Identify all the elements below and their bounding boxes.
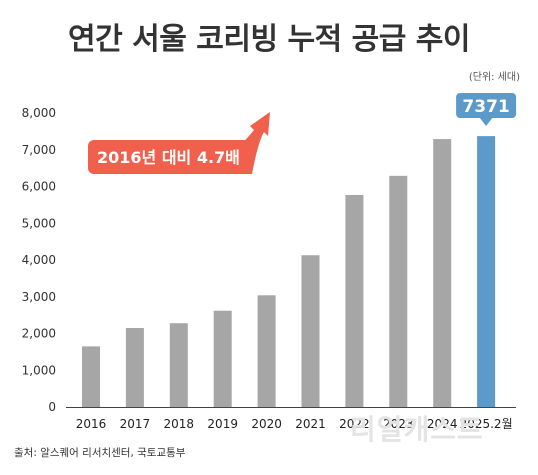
bar-2020: [257, 295, 276, 407]
x-tick-label: 2019: [207, 417, 238, 431]
x-tick-label: 2021: [295, 417, 326, 431]
callout-box: [88, 140, 252, 174]
bar-2021: [301, 255, 320, 407]
y-axis-ticks: 0 1,000 2,000 3,000 4,000 5,000 6,000 7,000 8,00…: [22, 106, 56, 414]
bar-2025.2월: [477, 136, 496, 407]
highlight-value-label: 7371: [456, 93, 517, 126]
y-tick-label: 6,000: [22, 180, 56, 194]
x-tick-label: 2017: [120, 417, 151, 431]
x-tick-label: 2023: [383, 417, 414, 431]
bar-2017: [125, 327, 144, 407]
bar-2024: [433, 139, 452, 407]
bar-2022: [345, 194, 364, 407]
y-tick-label: 0: [48, 400, 56, 414]
chart-title: 연간 서울 코리빙 누적 공급 추이: [67, 22, 471, 57]
x-tick-label: 2016: [76, 417, 107, 431]
y-tick-label: 7,000: [22, 143, 56, 157]
highlight-value: 7371: [462, 97, 509, 117]
source-note: 출처: 알스퀘어 리서치센터, 국토교통부: [14, 447, 186, 459]
x-tick-label: 2022: [339, 417, 370, 431]
x-tick-label: 2020: [251, 417, 282, 431]
bar-2019: [213, 310, 232, 407]
bar-2023: [389, 175, 408, 407]
y-tick-label: 3,000: [22, 290, 56, 304]
x-tick-label: 2018: [164, 417, 195, 431]
up-arrow-icon: [238, 112, 270, 174]
x-axis-ticks: 2016 2017 2018 2019 2020 2021 2022 2023 2024 2025…: [76, 417, 513, 431]
watermark-logo: 리얼캐스트: [350, 413, 484, 446]
x-tick-label: 2024: [427, 417, 458, 431]
y-tick-label: 2,000: [22, 327, 56, 341]
y-tick-label: 8,000: [22, 106, 56, 120]
unit-note: (단위: 세대): [468, 72, 520, 83]
bars: [82, 136, 496, 407]
bar-2016: [82, 346, 100, 407]
y-tick-label: 1,000: [22, 363, 56, 377]
highlight-pointer: [479, 117, 494, 126]
y-tick-label: 4,000: [22, 253, 56, 267]
highlight-label-box: [456, 93, 517, 118]
bar-2018: [169, 323, 188, 407]
y-tick-label: 5,000: [22, 216, 56, 230]
callout-text: 2016년 대비 4.7배: [97, 148, 240, 167]
growth-callout: 2016년 대비 4.7배: [88, 112, 270, 174]
x-tick-label: 2025.2월: [460, 417, 513, 431]
